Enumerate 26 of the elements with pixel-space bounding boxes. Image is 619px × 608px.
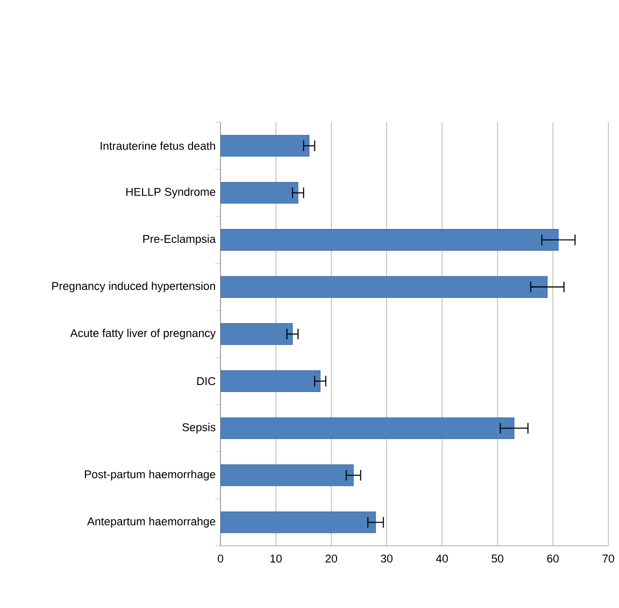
- x-tick-label: 30: [380, 554, 393, 562]
- x-tick-label: 20: [326, 554, 338, 562]
- x-tick-label: 60: [547, 554, 559, 562]
- y-tick-label: Post-partum haemorrhage: [84, 470, 216, 480]
- bar: [220, 228, 559, 251]
- y-tick-label: Sepsis: [182, 422, 216, 434]
- bar: [220, 182, 298, 204]
- y-tick-label: Pre-Eclampsia: [143, 234, 216, 246]
- bar: [220, 276, 548, 298]
- y-tick-label: DIC: [197, 376, 216, 385]
- y-tick-label: Acute fatty liver of pregnancy: [70, 328, 216, 340]
- bar: [220, 464, 354, 486]
- bar: [220, 323, 293, 345]
- bar: [220, 370, 320, 392]
- y-tick-label: HELLP Syndrome: [126, 187, 216, 198]
- y-tick-label: Antepartum haemorrahge: [87, 516, 216, 528]
- y-tick-label: Intrauterine fetus death: [100, 141, 216, 150]
- x-tick-label: 10: [270, 554, 282, 562]
- bar: [220, 511, 376, 534]
- y-tick-label: Pregnancy induced hypertension: [52, 282, 216, 292]
- x-tick-label: 70: [602, 554, 614, 562]
- x-tick-label: 50: [492, 554, 504, 562]
- bar: [220, 417, 514, 439]
- bar: [220, 134, 310, 156]
- x-tick-label: 40: [436, 554, 448, 562]
- x-tick-label: 0: [218, 554, 224, 562]
